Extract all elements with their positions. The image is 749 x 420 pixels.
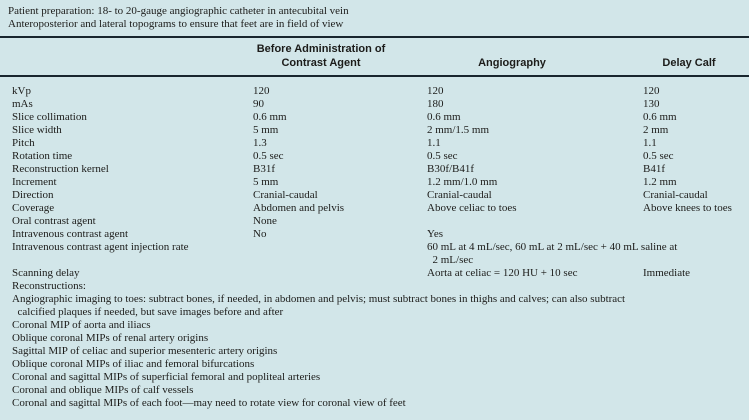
cell-before: 0.6 mm [253, 111, 287, 123]
table-row: Direction Cranial-caudal Cranial-caudal … [0, 189, 749, 202]
cell-angiography: B30f/B41f [427, 163, 475, 175]
table-row: Intravenous contrast agent No Yes [0, 228, 749, 241]
table-row-scanning-delay: Scanning delay Aorta at celiac = 120 HU … [0, 267, 749, 280]
row-label: Increment [12, 176, 57, 188]
cell-angiography: Aorta at celiac = 120 HU + 10 sec [427, 267, 578, 279]
row-label: Scanning delay [12, 267, 80, 279]
cell-angiography: Yes [427, 228, 444, 240]
cell-delay-calf: Immediate [643, 267, 691, 279]
cell-before: Cranial-caudal [253, 189, 318, 201]
reconstruction-item: Coronal and oblique MIPs of calf vessels [12, 384, 194, 396]
table-row: Slice width 5 mm 2 mm/1.5 mm 2 mm [0, 124, 749, 137]
cell-before: None [253, 215, 277, 227]
row-label: Reconstruction kernel [12, 163, 109, 175]
reconstruction-item: Coronal and sagittal MIPs of each foot—m… [12, 397, 406, 409]
cell-angiography: 0.6 mm [427, 111, 461, 123]
cell-before: Abdomen and pelvis [253, 202, 345, 214]
cell-angiography: 2 mm/1.5 mm [427, 124, 490, 136]
cell-delay-calf: 120 [643, 85, 660, 97]
table-row: Reconstruction kernel B31f B30f/B41f B41… [0, 163, 749, 176]
horizontal-rule-top [0, 36, 749, 38]
column-header-angiography: Angiography [478, 57, 546, 69]
cell-angiography [427, 215, 643, 228]
cell-angiography: Cranial-caudal [427, 189, 492, 201]
row-label: Intravenous contrast agent injection rat… [12, 241, 189, 253]
row-label: Direction [12, 189, 54, 201]
cell-delay-calf: 130 [643, 98, 660, 110]
row-label: Pitch [12, 137, 35, 149]
cell-delay-calf: 2 mm [643, 124, 669, 136]
cell-delay-calf: B41f [643, 163, 665, 175]
table-row: Coverage Abdomen and pelvis Above celiac… [0, 202, 749, 215]
cell-delay-calf: Cranial-caudal [643, 189, 708, 201]
cell-delay-calf [643, 228, 749, 241]
cell-angiography-injection-rate: 60 mL at 4 mL/sec, 60 mL at 2 mL/sec + 4… [427, 241, 678, 266]
table-row: Increment 5 mm 1.2 mm/1.0 mm 1.2 mm [0, 176, 749, 189]
row-label: Slice width [12, 124, 62, 136]
column-header-before-contrast-line1: Before Administration of [256, 43, 386, 55]
cell-angiography: Above celiac to toes [427, 202, 517, 214]
table-row-injection-rate: Intravenous contrast agent injection rat… [0, 241, 749, 267]
note-line-1: Patient preparation: 18- to 20-gauge ang… [8, 5, 349, 17]
cell-delay-calf: 0.5 sec [643, 150, 674, 162]
table-row: Oral contrast agent None [0, 215, 749, 228]
reconstruction-item: Angiographic imaging to toes: subtract b… [12, 293, 626, 318]
cell-angiography: 1.1 [427, 137, 441, 149]
cell-before: 90 [253, 98, 264, 110]
reconstruction-item: Oblique coronal MIPs of iliac and femora… [12, 358, 255, 370]
reconstructions-list: Angiographic imaging to toes: subtract b… [0, 293, 749, 410]
reconstruction-item: Oblique coronal MIPs of renal artery ori… [12, 332, 209, 344]
cell-before [253, 267, 427, 280]
horizontal-rule-header [0, 75, 749, 77]
reconstruction-item: Coronal MIP of aorta and iliacs [12, 319, 151, 331]
cell-delay-calf: 0.6 mm [643, 111, 677, 123]
cell-before: No [253, 228, 267, 240]
cell-angiography: 180 [427, 98, 444, 110]
cell-before: 5 mm [253, 124, 279, 136]
table-row: Pitch 1.3 1.1 1.1 [0, 137, 749, 150]
cell-delay-calf: 1.2 mm [643, 176, 677, 188]
column-header-before-contrast-line2: Contrast Agent [281, 57, 361, 69]
cell-before: 120 [253, 85, 270, 97]
cell-delay-calf: 1.1 [643, 137, 657, 149]
table-body: kVp 120 120 120 mAs 90 180 130 Slice col… [0, 77, 749, 410]
cell-before [253, 241, 427, 267]
table-row: mAs 90 180 130 [0, 98, 749, 111]
note-line-2: Anteroposterior and lateral topograms to… [8, 18, 344, 30]
reconstructions-section-label: Reconstructions: [12, 280, 86, 292]
reconstruction-item: Sagittal MIP of celiac and superior mese… [12, 345, 278, 357]
cell-before: B31f [253, 163, 275, 175]
row-label: mAs [12, 98, 33, 110]
cell-before: 5 mm [253, 176, 279, 188]
cell-delay-calf [643, 215, 749, 228]
row-label: Coverage [12, 202, 55, 214]
row-label: Intravenous contrast agent [12, 228, 129, 240]
row-label: Slice collimation [12, 111, 87, 123]
row-label: Oral contrast agent [12, 215, 96, 227]
patient-preparation-notes: Patient preparation: 18- to 20-gauge ang… [0, 0, 749, 31]
cell-delay-calf: Above knees to toes [643, 202, 732, 214]
cell-angiography: 0.5 sec [427, 150, 458, 162]
table-header: Before Administration of Contrast Agent … [0, 38, 749, 75]
table-row: Rotation time 0.5 sec 0.5 sec 0.5 sec [0, 150, 749, 163]
row-label: kVp [12, 85, 31, 97]
cell-angiography: 120 [427, 85, 444, 97]
reconstruction-item: Coronal and sagittal MIPs of superficial… [12, 371, 321, 383]
table-row: kVp 120 120 120 [0, 85, 749, 98]
column-header-delay-calf: Delay Calf [662, 57, 716, 69]
cell-before: 0.5 sec [253, 150, 284, 162]
table-row: Slice collimation 0.6 mm 0.6 mm 0.6 mm [0, 111, 749, 124]
row-label: Rotation time [12, 150, 73, 162]
cell-before: 1.3 [253, 137, 267, 149]
cell-angiography: 1.2 mm/1.0 mm [427, 176, 498, 188]
